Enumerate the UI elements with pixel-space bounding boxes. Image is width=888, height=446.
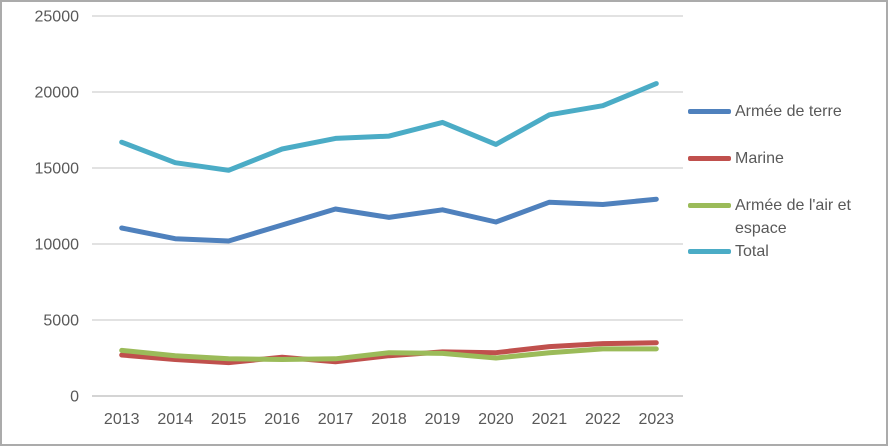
legend-swatch-icon (688, 156, 731, 161)
x-axis-tick-label: 2015 (211, 411, 247, 428)
legend-item-total: Total (688, 240, 867, 263)
x-axis-tick-label: 2017 (318, 411, 354, 428)
legend-item-label: Armée de l'air et espace (735, 197, 851, 237)
x-axis-tick-label: 2013 (104, 411, 140, 428)
y-axis-tick-label: 25000 (35, 9, 80, 26)
x-axis-tick-label: 2016 (264, 411, 300, 428)
legend-swatch-icon (688, 109, 731, 114)
legend-item-marine: Marine (688, 147, 867, 170)
y-axis-tick-label: 0 (70, 389, 79, 406)
y-axis-tick-label: 15000 (35, 161, 80, 178)
series-line-marine (119, 340, 659, 366)
x-axis-tick-label: 2018 (371, 411, 407, 428)
y-axis-tick-label: 20000 (35, 85, 80, 102)
series-line-armee-de-l-air-et-espace (119, 346, 659, 362)
legend-item-armee-de-terre: Armée de terre (688, 100, 867, 123)
legend-item-armee-de-l-air-et-espace: Armée de l'air et espace (688, 194, 867, 240)
legend-item-label: Armée de terre (735, 103, 842, 120)
y-axis-tick-label: 10000 (35, 237, 80, 254)
x-axis-tick-label: 2022 (585, 411, 621, 428)
x-axis-tick-label: 2021 (532, 411, 568, 428)
series-line-total (119, 81, 659, 173)
legend-swatch-icon (688, 249, 731, 254)
x-axis-tick-label: 2019 (425, 411, 461, 428)
series-line-armee-de-terre (119, 196, 659, 244)
x-axis-tick-label: 2023 (638, 411, 674, 428)
legend-swatch-icon (688, 203, 731, 208)
chart-legend: Armée de terre Marine Armée de l'air et es… (688, 0, 884, 446)
legend-item-label: Marine (735, 150, 784, 167)
y-axis-tick-label: 5000 (43, 313, 79, 330)
legend-item-label: Total (735, 243, 769, 260)
x-axis-tick-label: 2014 (157, 411, 193, 428)
x-axis-tick-label: 2020 (478, 411, 514, 428)
